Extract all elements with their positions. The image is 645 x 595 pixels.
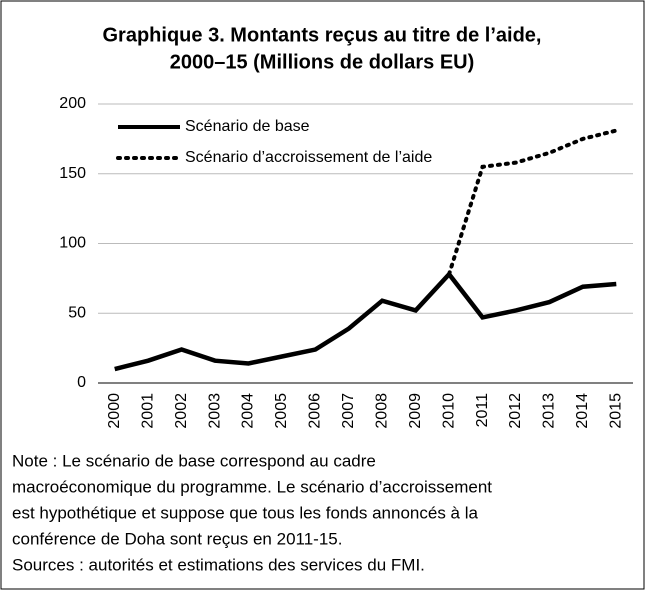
chart-title: Graphique 3. Montants reçus au titre de … [103,24,542,46]
legend-label: Scénario d’accroissement de l’aide [185,149,432,166]
note: conférence de Doha sont reçus en 2011-15… [12,529,342,548]
line [114,270,617,372]
x-tick-label: 2009 [407,393,424,429]
note: est hypothétique et suppose que tous les… [12,503,478,522]
note: Sources : autorités et estimations des s… [12,555,425,574]
x-tick-label: 2014 [574,393,591,429]
x-tick-label: 2000 [106,393,123,429]
note: macroéconomique du programme. Le scénari… [12,477,492,496]
x-tick-label: 2001 [139,393,156,429]
y-tick-label: 0 [77,374,86,391]
x-tick-label: 2015 [608,393,625,429]
x-tick-label: 2003 [206,393,223,429]
x-tick-label: 2010 [440,393,457,429]
x-tick-label: 2008 [373,393,390,429]
line [447,128,619,277]
y-tick-label: 200 [59,95,86,112]
x-tick-label: 2002 [173,393,190,429]
legend-label: Scénario de base [185,118,310,135]
chart-title: 2000–15 (Millions de dollars EU) [170,51,475,73]
y-tick-label: 100 [59,235,86,252]
x-tick-label: 2012 [507,393,524,429]
note: Note : Le scénario de base correspond au… [12,451,376,470]
x-tick-label: 2013 [541,393,558,429]
x-tick-label: 2005 [273,393,290,429]
x-tick-label: 2004 [240,393,257,429]
x-tick-label: 2006 [307,393,324,429]
y-tick-label: 50 [68,304,86,321]
x-tick-label: 2011 [474,393,491,428]
x-tick-label: 2007 [340,393,357,429]
y-tick-label: 150 [59,165,86,182]
